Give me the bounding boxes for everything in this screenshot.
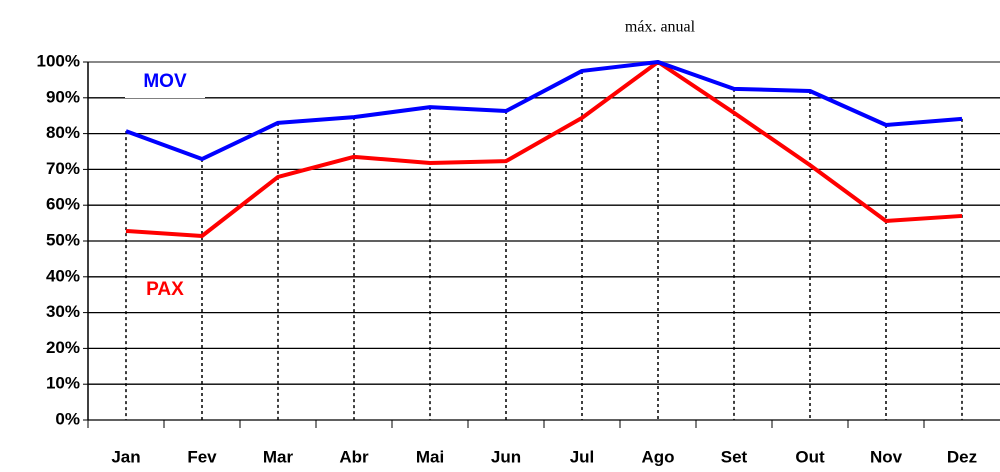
x-tick-label: Out: [795, 447, 825, 466]
y-tick-label: 30%: [46, 302, 80, 321]
x-tick-label: Jul: [570, 447, 595, 466]
x-tick-label: Jan: [111, 447, 140, 466]
x-tick-label: Set: [721, 447, 748, 466]
x-tick-label: Fev: [187, 447, 217, 466]
y-tick-label: 10%: [46, 374, 80, 393]
x-tick-label: Abr: [339, 447, 369, 466]
series-line: [125, 60, 963, 238]
x-tick-label: Mai: [416, 447, 444, 466]
y-tick-label: 50%: [46, 230, 80, 249]
legend-bg: [125, 66, 205, 98]
y-tick-label: 90%: [46, 87, 80, 106]
y-tick-label: 80%: [46, 123, 80, 142]
annotation: máx. anual: [625, 19, 696, 36]
x-tick-label: Jun: [491, 447, 521, 466]
y-tick-label: 20%: [46, 338, 80, 357]
legend-label: MOV: [143, 71, 187, 92]
y-tick-label: 40%: [46, 266, 80, 285]
y-tick-label: 100%: [37, 51, 80, 70]
x-tick-label: Nov: [870, 447, 903, 466]
y-tick-label: 60%: [46, 195, 80, 214]
legend-label: PAX: [146, 279, 184, 300]
y-tick-label: 0%: [55, 409, 80, 428]
x-tick-label: Dez: [947, 447, 977, 466]
x-tick-label: Mar: [263, 447, 294, 466]
series-line: [125, 60, 963, 162]
x-tick-label: Ago: [641, 447, 674, 466]
y-tick-label: 70%: [46, 159, 80, 178]
